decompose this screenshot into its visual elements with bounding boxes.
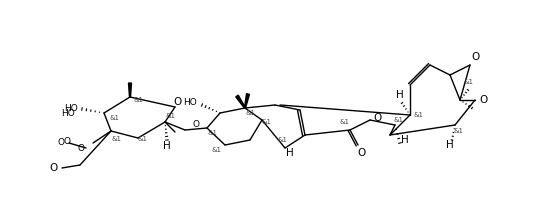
Text: &1: &1 [109,115,119,121]
Text: &1: &1 [463,79,473,85]
Text: H: H [446,140,454,150]
Text: O: O [479,95,487,105]
Text: &1: &1 [393,117,403,123]
Text: H: H [286,148,294,158]
Text: O: O [374,113,382,123]
Text: HO: HO [64,104,78,112]
Text: &1: &1 [278,137,288,143]
Text: O: O [63,136,70,145]
Text: &1: &1 [212,147,222,153]
Text: O: O [58,138,65,146]
Text: &1: &1 [112,136,122,142]
Text: O: O [49,163,57,173]
Text: O: O [471,52,479,62]
Text: H: H [163,141,171,151]
Text: &1: &1 [133,97,143,103]
Text: &1: &1 [245,110,255,116]
Text: HO: HO [183,97,197,107]
Polygon shape [129,83,131,97]
Text: &1: &1 [165,113,175,119]
Text: &1: &1 [262,119,272,125]
Text: &1: &1 [340,119,350,125]
Text: O: O [77,143,84,153]
Text: &1: &1 [207,130,217,136]
Text: H: H [401,135,409,145]
Text: O: O [357,148,365,158]
Text: &1: &1 [453,128,463,134]
Text: HO: HO [61,109,75,118]
Polygon shape [236,95,245,108]
Text: H: H [396,90,404,100]
Text: O: O [193,119,200,128]
Text: &1: &1 [413,112,423,118]
Text: &1: &1 [137,136,147,142]
Polygon shape [244,94,250,108]
Text: O: O [174,97,182,107]
